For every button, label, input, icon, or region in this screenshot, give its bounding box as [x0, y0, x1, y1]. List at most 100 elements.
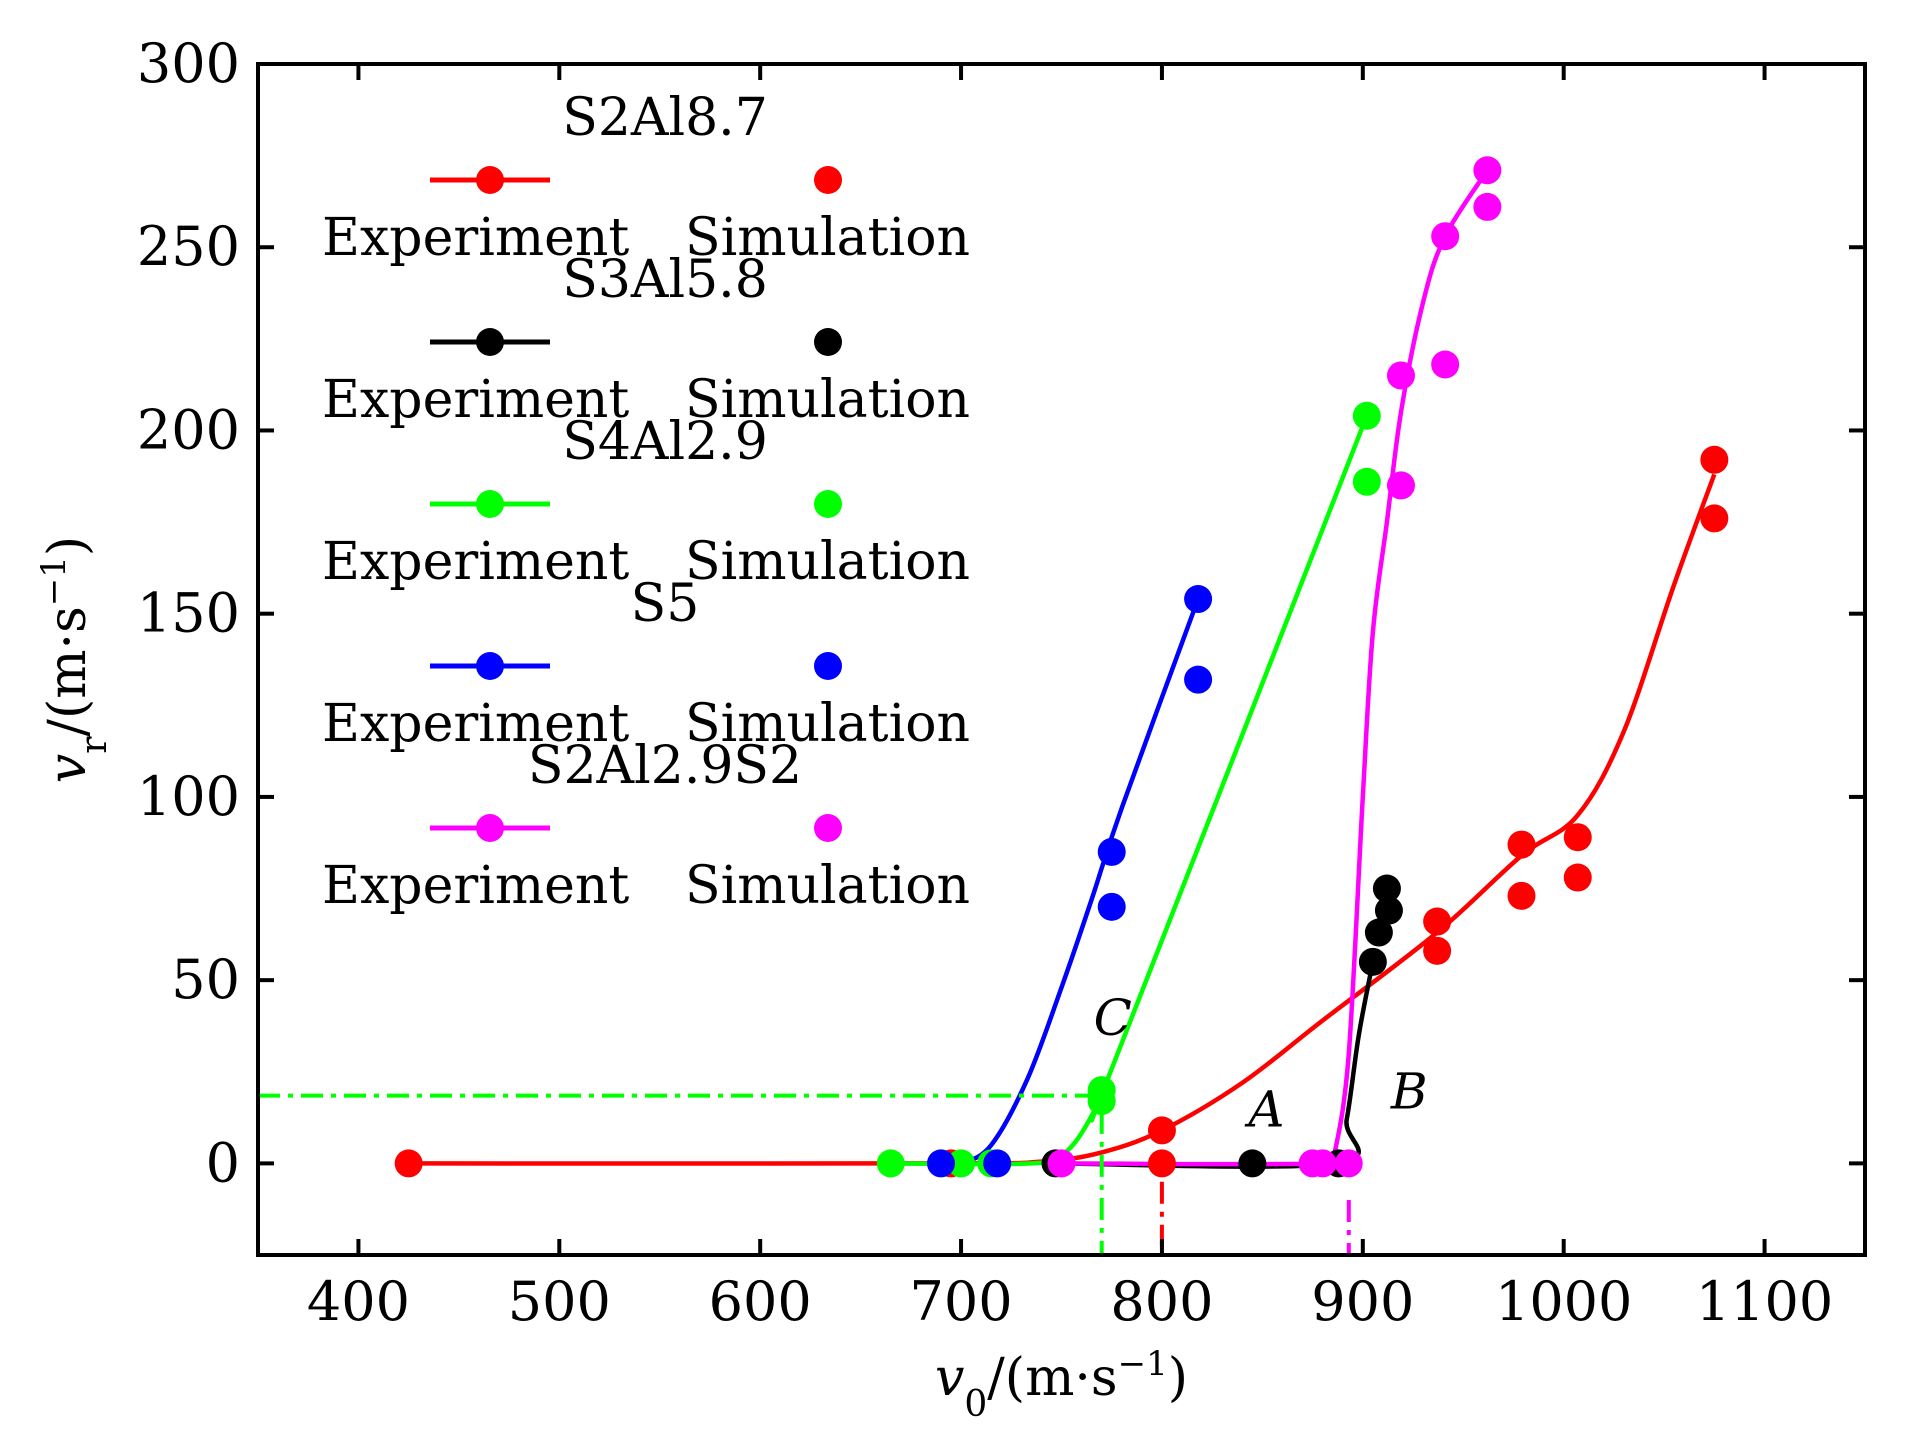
- plot-frame: [256, 62, 1867, 1257]
- experiment-point-s2al2-9s2: [1298, 1149, 1327, 1178]
- experiment-point-s3al5-8: [1364, 918, 1393, 947]
- experiment-point-s2al8-7: [1507, 830, 1536, 859]
- axis-variable: v: [935, 1348, 964, 1408]
- legend-simulation-label: Simulation: [685, 694, 970, 754]
- legend-experiment-marker: [476, 814, 504, 842]
- axis-close: ): [1168, 1348, 1188, 1408]
- legend-experiment-label: Experiment: [322, 694, 629, 754]
- experiment-point-s2al2-9s2: [1334, 1149, 1363, 1178]
- annotation-c: C: [1094, 989, 1132, 1047]
- legend-series-title: S5: [631, 574, 700, 634]
- axis-variable: v: [38, 754, 98, 783]
- experiment-point-s5: [926, 1149, 955, 1178]
- legend-simulation-marker: [814, 652, 842, 680]
- y-tick-label: 100: [137, 765, 240, 828]
- experiment-point-s5: [1097, 837, 1126, 866]
- y-axis-label: vr/(m·s−1): [34, 536, 115, 783]
- experiment-point-s2al2-9s2: [1047, 1149, 1076, 1178]
- experiment-point-s3al5-8: [1358, 947, 1387, 976]
- legend-simulation-label: Simulation: [685, 370, 970, 430]
- experiment-point-s2al8-7: [1563, 823, 1592, 852]
- axis-unit: /(m·s: [38, 606, 98, 736]
- simulation-point-s2al8-7: [1147, 1149, 1176, 1178]
- legend-experiment-label: Experiment: [322, 208, 629, 268]
- simulation-point-s5: [1184, 665, 1213, 694]
- simulation-point-s3al5-8: [1374, 896, 1403, 925]
- legend-simulation-marker: [814, 166, 842, 194]
- simulation-point-s5: [1097, 892, 1126, 921]
- simulation-point-s5: [983, 1149, 1012, 1178]
- simulation-point-s2al2-9s2: [1473, 192, 1502, 221]
- legend-simulation-marker: [814, 490, 842, 518]
- legend-experiment-marker: [476, 490, 504, 518]
- x-tick-label: 1100: [1696, 1270, 1833, 1333]
- legend-experiment-label: Experiment: [322, 856, 629, 916]
- experiment-point-s2al8-7: [394, 1149, 423, 1178]
- legend-simulation-label: Simulation: [685, 208, 970, 268]
- series-line-s4al2-9: [890, 414, 1369, 1167]
- experiment-point-s5: [1184, 585, 1213, 614]
- legend-experiment-label: Experiment: [322, 532, 629, 592]
- legend-experiment-marker: [476, 328, 504, 356]
- simulation-point-s3al5-8: [1238, 1149, 1267, 1178]
- ticks-layer: 400 500 600 700 800 900 1000 1100 0 50 100 150 200 25…: [137, 32, 1865, 1333]
- simulation-point-s2al8-7: [1563, 863, 1592, 892]
- legend-simulation-label: Simulation: [685, 856, 970, 916]
- annotation-a: A: [1244, 1081, 1284, 1139]
- simulation-point-s2al2-9s2: [1386, 361, 1415, 390]
- legend-simulation-marker: [814, 328, 842, 356]
- x-tick-label: 1000: [1495, 1270, 1632, 1333]
- reference-line: [258, 1093, 1104, 1255]
- x-tick-label: 800: [1110, 1270, 1213, 1333]
- y-tick-label: 200: [137, 398, 240, 461]
- x-tick-label: 900: [1311, 1270, 1414, 1333]
- simulation-point-s2al8-7: [1507, 881, 1536, 910]
- simulation-point-s2al2-9s2: [1431, 350, 1460, 379]
- legend-simulation-label: Simulation: [685, 532, 970, 592]
- y-tick-label: 150: [137, 582, 240, 645]
- legend-experiment-marker: [476, 166, 504, 194]
- curves-layer: [408, 169, 1717, 1169]
- points-layer: [394, 156, 1729, 1178]
- x-tick-label: 400: [307, 1270, 410, 1333]
- experiment-point-s2al2-9s2: [1431, 222, 1460, 251]
- legend-series-title: S2Al2.9S2: [528, 736, 802, 796]
- x-tick-label: 700: [910, 1270, 1013, 1333]
- annotations-layer: C A B: [1094, 989, 1428, 1139]
- experiment-point-s4al2-9: [1352, 401, 1381, 430]
- axis-subscript: 0: [964, 1384, 987, 1425]
- legend-experiment-marker: [476, 652, 504, 680]
- experiment-point-s3al5-8: [1372, 874, 1401, 903]
- legend-series-title: S3Al5.8: [562, 250, 768, 310]
- experiment-point-s4al2-9: [876, 1149, 905, 1178]
- legend-simulation-marker: [814, 814, 842, 842]
- legend-series-title: S4Al2.9: [562, 412, 768, 472]
- y-tick-label: 300: [137, 32, 240, 95]
- x-tick-label: 500: [508, 1270, 611, 1333]
- experiment-point-s4al2-9: [947, 1149, 976, 1178]
- x-tick-label: 600: [709, 1270, 812, 1333]
- y-tick-label: 0: [206, 1131, 240, 1194]
- axis-subscript: r: [74, 736, 115, 754]
- axis-unit: /(m·s: [987, 1348, 1117, 1408]
- axis-superscript: −1: [34, 556, 74, 606]
- y-tick-label: 50: [171, 948, 240, 1011]
- y-tick-label: 250: [137, 215, 240, 278]
- legend-series-title: S2Al8.7: [562, 88, 768, 148]
- experiment-point-s2al2-9s2: [1386, 471, 1415, 500]
- legend-experiment-label: Experiment: [322, 370, 629, 430]
- simulation-point-s2al8-7: [1700, 504, 1729, 533]
- experiment-point-s2al8-7: [1700, 445, 1729, 474]
- experiment-point-s2al2-9s2: [1473, 156, 1502, 185]
- axis-close: ): [38, 536, 98, 556]
- simulation-point-s4al2-9: [1352, 467, 1381, 496]
- simulation-point-s2al8-7: [1423, 936, 1452, 965]
- experiment-point-s2al8-7: [1147, 1116, 1176, 1145]
- experiment-point-s4al2-9: [1087, 1076, 1116, 1105]
- experiment-point-s2al8-7: [1423, 907, 1452, 936]
- annotation-b: B: [1390, 1062, 1428, 1120]
- x-axis-label: v0/(m·s−1): [935, 1344, 1188, 1425]
- axis-superscript: −1: [1118, 1344, 1168, 1384]
